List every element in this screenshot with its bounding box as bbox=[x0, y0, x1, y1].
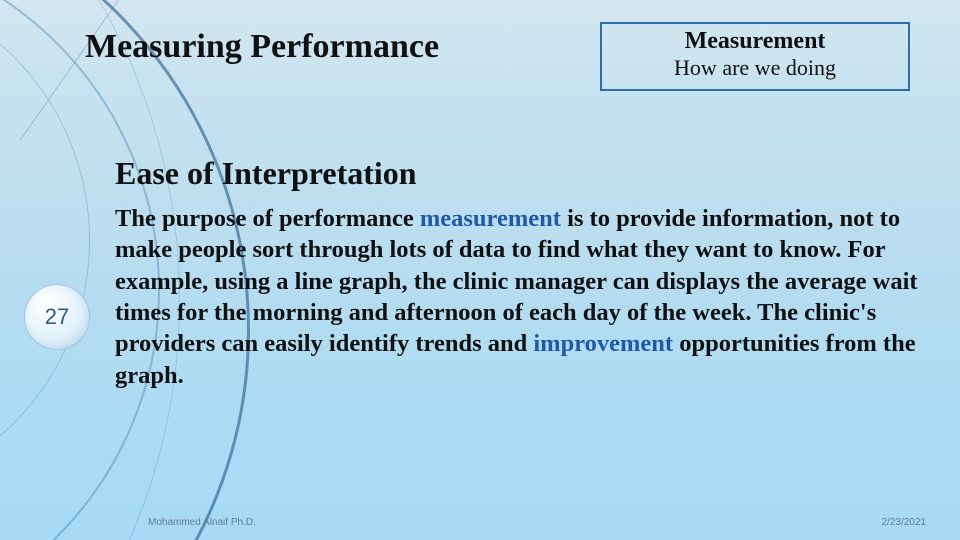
page-number-badge: 27 bbox=[24, 284, 90, 350]
section-heading: Ease of Interpretation bbox=[115, 155, 417, 192]
badge-line1: Measurement bbox=[612, 28, 898, 55]
body-prefix: The purpose of performance bbox=[115, 205, 420, 232]
highlight-improvement: improvement bbox=[533, 330, 673, 357]
slide-title: Measuring Performance bbox=[85, 28, 439, 66]
slide: Measuring Performance Measurement How ar… bbox=[0, 0, 960, 540]
body-text: The purpose of performance measurement i… bbox=[115, 203, 920, 391]
badge-line2: How are we doing bbox=[612, 55, 898, 81]
page-number: 27 bbox=[45, 304, 69, 330]
footer-author: Mohammed Alnaif Ph.D. bbox=[148, 517, 256, 528]
footer-date: 2/23/2021 bbox=[882, 517, 927, 528]
measurement-badge: Measurement How are we doing bbox=[600, 22, 910, 91]
highlight-measurement: measurement bbox=[420, 205, 561, 232]
